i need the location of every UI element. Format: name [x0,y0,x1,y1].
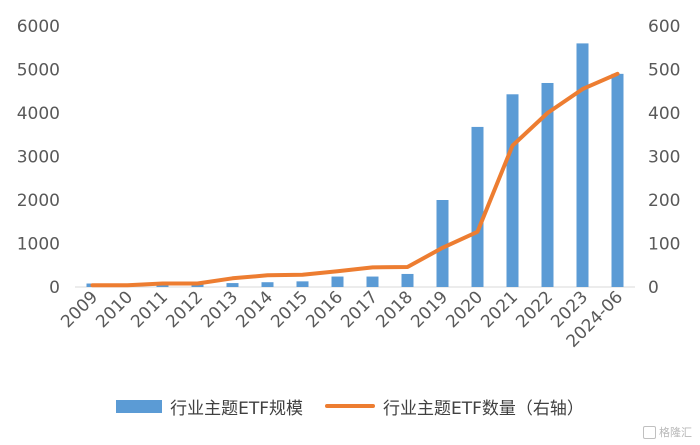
watermark-text: 格隆汇 [659,426,692,439]
y-right-tick-label: 200 [648,191,680,211]
bar [436,200,449,287]
series-line [90,71,620,288]
bar [331,276,344,287]
x-tick-label: 2018 [372,287,417,332]
x-tick-label: 2011 [127,287,172,332]
x-tick-label: 2020 [442,287,487,332]
x-tick-label: 2009 [57,287,102,332]
y-right-tick-label: 500 [648,61,680,81]
legend-label-bar: 行业主题ETF规模 [170,398,303,419]
legend-item-bar: 行业主题ETF规模 [116,394,303,419]
x-tick-label: 2016 [302,287,347,332]
legend-swatch-bar [116,399,163,413]
x-tick-label: 2022 [512,287,557,332]
y-right-tick-label: 0 [648,278,659,298]
x-tick-label: 2019 [407,287,452,332]
bar [366,276,379,287]
y-left-tick-label: 1000 [17,235,60,255]
x-tick-label: 2012 [162,287,207,332]
legend-item-line: 行业主题ETF数量（右轴） [325,394,584,419]
bar [471,126,484,287]
y-left-tick-label: 5000 [17,61,60,81]
bar [576,43,589,288]
y-right-tick-label: 600 [648,17,680,37]
x-tick-label: 2014 [232,287,277,332]
bar [611,73,624,287]
y-left-tick-label: 3000 [17,148,60,168]
bar [296,281,309,287]
x-tick-label: 2010 [92,287,137,332]
bar [261,282,274,287]
bar [541,82,554,287]
watermark: 格隆汇 [643,424,692,440]
bar [401,273,414,287]
watermark-logo-icon [643,425,656,439]
x-tick-label: 2013 [197,287,242,332]
legend-label-line: 行业主题ETF数量（右轴） [383,398,584,419]
bar [506,94,519,287]
y-left-tick-label: 4000 [17,104,60,124]
legend-swatch-line [325,404,375,408]
legend: 行业主题ETF规模 行业主题ETF数量（右轴） [0,390,700,422]
x-tick-label: 2017 [337,287,382,332]
y-right-tick-label: 300 [648,148,680,168]
y-left-tick-label: 2000 [17,191,60,211]
y-right-tick-label: 400 [648,104,680,124]
x-tick-label: 2021 [477,287,522,332]
y-left-tick-label: 0 [49,278,60,298]
bar [226,283,239,287]
y-left-tick-label: 6000 [17,17,60,37]
x-tick-label: 2015 [267,287,312,332]
y-right-tick-label: 100 [648,235,680,255]
combo-chart: 0 1000 2000 3000 4000 5000 6000 0 100 200 300 400 50… [17,17,681,352]
